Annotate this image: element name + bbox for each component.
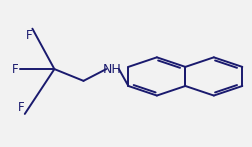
- Text: F: F: [26, 29, 32, 42]
- Text: F: F: [12, 63, 18, 76]
- Text: NH: NH: [103, 63, 121, 76]
- Text: F: F: [18, 101, 25, 114]
